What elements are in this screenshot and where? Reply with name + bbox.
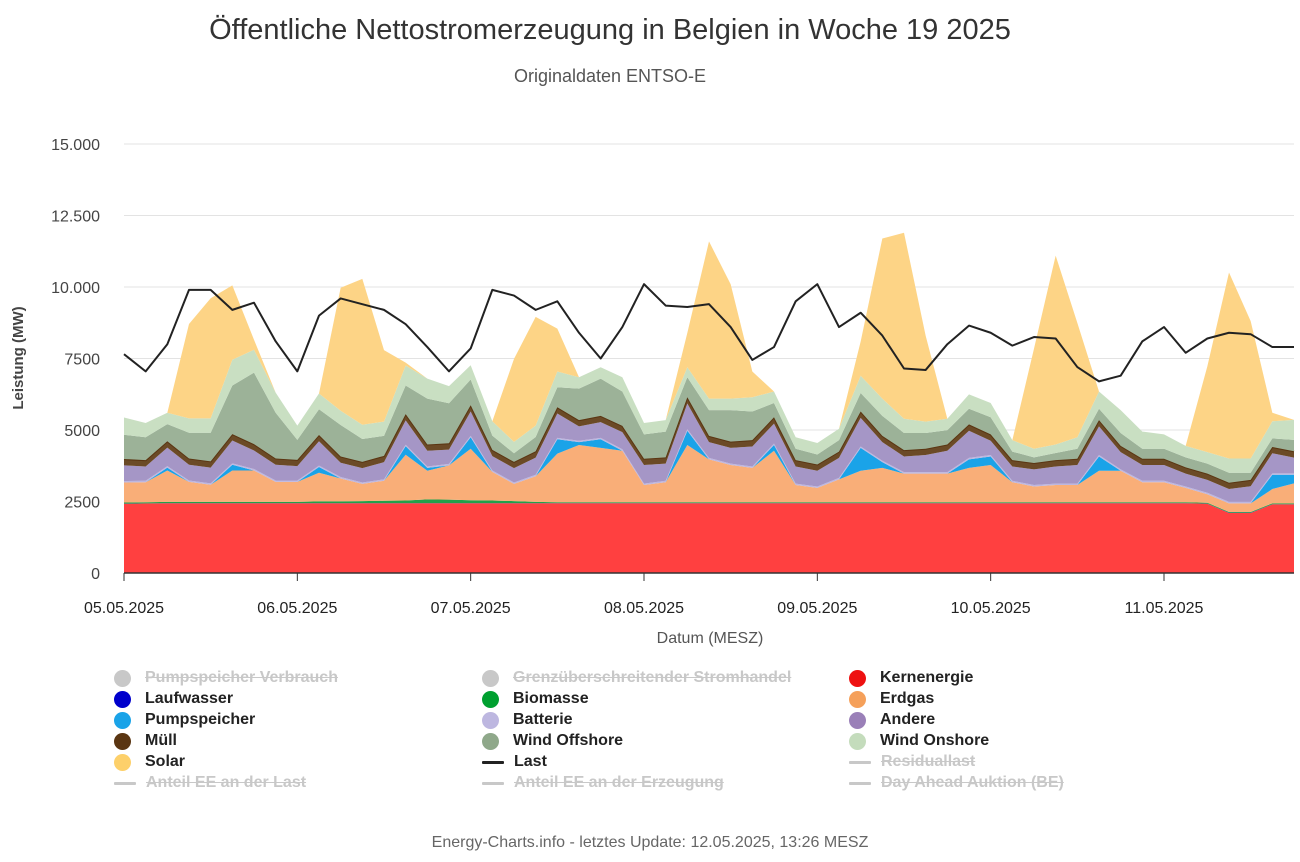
legend-label: Kernenergie [880, 669, 974, 686]
legend-item-anteil-ee-an-der-erzeugung[interactable]: Anteil EE an der Erzeugung [482, 774, 724, 792]
y-axis-title: Leistung (MW) [10, 306, 27, 409]
x-tick-label: 05.05.2025 [84, 600, 164, 617]
legend-line-icon [849, 781, 871, 785]
legend-item-erdgas[interactable]: Erdgas [849, 690, 934, 708]
legend-label: Anteil EE an der Erzeugung [514, 774, 724, 791]
legend-circle-icon [482, 732, 499, 750]
x-axis-title: Datum (MESZ) [657, 630, 764, 647]
legend-line-icon [482, 760, 504, 764]
legend-circle-icon [849, 669, 866, 687]
legend-line-icon [482, 781, 504, 785]
y-tick-label: 15.000 [51, 137, 100, 154]
axes: 0 2500 5000 7500 10.000 12.500 15.000 05.05.202… [51, 137, 1294, 617]
y-tick-label: 2500 [64, 495, 100, 512]
legend-circle-icon [114, 669, 131, 687]
x-tick-label: 06.05.2025 [257, 600, 337, 617]
y-tick-label: 12.500 [51, 209, 100, 226]
legend-item-batterie[interactable]: Batterie [482, 711, 573, 729]
y-tick-label: 7500 [64, 352, 100, 369]
legend-label: Erdgas [880, 690, 935, 707]
legend-label: Pumpspeicher Verbrauch [145, 669, 338, 686]
legend-item-residuallast[interactable]: Residuallast [849, 753, 975, 771]
y-tick-label: 5000 [64, 423, 100, 440]
legend-item-solar[interactable]: Solar [114, 753, 185, 771]
area-andere [124, 403, 1294, 502]
legend-item-last[interactable]: Last [482, 753, 547, 771]
legend-circle-icon [849, 732, 866, 750]
legend-item-day-ahead-auktion-be[interactable]: Day Ahead Auktion (BE) [849, 774, 1064, 792]
y-tick-label: 0 [91, 566, 100, 583]
chart-title: Öffentliche Nettostromerzeugung in Belgi… [209, 14, 1011, 46]
legend-label: Andere [880, 711, 936, 728]
x-tick-label: 07.05.2025 [431, 600, 511, 617]
legend-item-biomasse[interactable]: Biomasse [482, 690, 589, 708]
legend-circle-icon [482, 711, 499, 729]
legend-label: Last [514, 753, 547, 770]
legend-label: Biomasse [513, 690, 589, 707]
legend-item-anteil-ee-an-der-last[interactable]: Anteil EE an der Last [114, 774, 306, 792]
legend-circle-icon [849, 711, 866, 729]
load-line-layer [123, 283, 1294, 383]
x-tick-label: 11.05.2025 [1125, 600, 1204, 617]
legend-line-icon [114, 781, 136, 785]
legend-circle-icon [482, 690, 499, 708]
area-wind-offshore [124, 372, 1294, 483]
legend-label: Pumpspeicher [145, 711, 256, 728]
area-solar [124, 232, 1294, 459]
legend-label: Laufwasser [145, 690, 234, 707]
legend-label: Grenzüberschreitender Stromhandel [513, 669, 792, 686]
area-erdgas [124, 445, 1294, 512]
legend-label: Müll [145, 732, 177, 749]
legend-item-pumpspeicher[interactable]: Pumpspeicher [114, 711, 255, 729]
legend-item-andere[interactable]: Andere [849, 711, 935, 729]
line-last [123, 283, 1294, 383]
area-biomasse [124, 499, 1294, 513]
legend-item-kernenergie[interactable]: Kernenergie [849, 669, 973, 687]
legend-label: Solar [145, 753, 186, 770]
legend-label: Wind Offshore [513, 732, 624, 749]
legend-circle-icon [849, 690, 866, 708]
legend-circle-icon [114, 753, 131, 771]
legend-item-muell[interactable]: Müll [114, 732, 177, 750]
stacked-areas [123, 232, 1295, 573]
legend-circle-icon [482, 669, 499, 687]
legend-label: Anteil EE an der Last [146, 774, 307, 791]
legend-item-wind-offshore[interactable]: Wind Offshore [482, 732, 623, 750]
legend-label: Wind Onshore [880, 732, 990, 749]
chart-subtitle: Originaldaten ENTSO-E [513, 66, 707, 86]
legend-line-icon [849, 760, 871, 764]
x-tick-label: 10.05.2025 [951, 600, 1031, 617]
legend-item-wind-onshore[interactable]: Wind Onshore [849, 732, 989, 750]
legend-label: Residuallast [881, 753, 976, 770]
legend-circle-icon [114, 732, 131, 750]
legend-circle-icon [114, 711, 131, 729]
x-tick-label: 08.05.2025 [604, 600, 684, 617]
legend-item-laufwasser[interactable]: Laufwasser [114, 690, 233, 708]
y-tick-label: 10.000 [51, 280, 100, 297]
area-wind-onshore [124, 349, 1294, 473]
legend-label: Day Ahead Auktion (BE) [881, 774, 1064, 791]
footer-credit: Energy-Charts.info - letztes Update: 12.… [431, 834, 869, 851]
x-tick-label: 09.05.2025 [777, 600, 857, 617]
legend-label: Batterie [513, 711, 573, 728]
legend-item-pumpspeicher-verbrauch[interactable]: Pumpspeicher Verbrauch [114, 669, 338, 687]
area-kernenergie [124, 503, 1294, 573]
legend-item-grenzueberschreitender-stromhandel[interactable]: Grenzüberschreitender Stromhandel [482, 669, 791, 687]
legend-circle-icon [114, 690, 131, 708]
